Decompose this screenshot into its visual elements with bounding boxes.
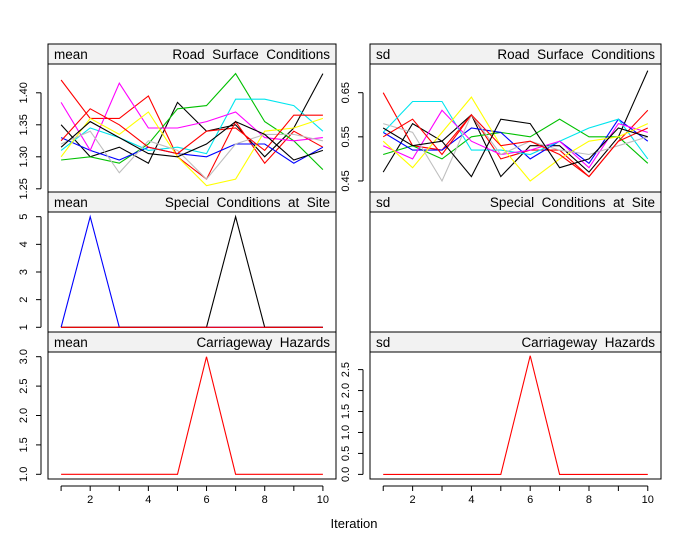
y-tick-label: 0.0: [340, 467, 352, 482]
y-tick-label: 1.35: [18, 114, 30, 135]
y-tick-label: 2: [18, 297, 30, 303]
series-line-7: [60, 111, 324, 187]
series-line-9: [60, 108, 323, 155]
strip-variable-label: Special Conditions at Site: [165, 195, 330, 210]
x-axis-title: Iteration: [331, 516, 378, 531]
panel-mean-road: mean Road Surface Conditions 1.25 1.30 1.35 1…: [18, 43, 337, 200]
y-tick-label: 0.5: [340, 446, 352, 461]
x-tick-label: 8: [586, 494, 592, 506]
x-tick-label: 10: [317, 494, 329, 506]
x-tick-label: 6: [527, 494, 533, 506]
series-line-10: [382, 118, 648, 178]
panel-border: [47, 191, 337, 333]
panels-layer: mean Road Surface Conditions 1.25 1.30 1.35 1…: [18, 43, 662, 482]
strip-variable-label: Special Conditions at Site: [490, 195, 655, 210]
strip-stat-label: mean: [54, 335, 88, 350]
y-tick-label: 1.25: [18, 178, 30, 199]
panel-sd-special: sd Special Conditions at Site: [369, 191, 662, 333]
strip-variable-label: Carriageway Hazards: [521, 335, 655, 350]
panel-border: [47, 331, 337, 480]
y-tick-label: 2.5: [18, 378, 30, 393]
x-axis-col-2: 2 4 6 8 10: [382, 485, 654, 506]
series-line-8: [60, 130, 324, 181]
strip-stat-label: sd: [376, 335, 390, 350]
x-tick-label: 4: [145, 494, 151, 506]
panel-border: [369, 191, 662, 333]
panel-strip: [370, 332, 661, 352]
x-tick-label: 2: [87, 494, 93, 506]
series-line-7: [382, 96, 649, 182]
panel-strip: [48, 192, 336, 212]
y-tick-label: 1.5: [18, 437, 30, 452]
y-tick-label: 4: [18, 241, 30, 247]
y-tick-label: 3.0: [18, 349, 30, 364]
series-line-2: [61, 214, 323, 328]
panel-strip: [48, 44, 336, 64]
series-line-1: [382, 70, 649, 178]
y-tick-label: 2.0: [18, 408, 30, 423]
strip-stat-label: sd: [376, 195, 390, 210]
series-line-3: [383, 118, 649, 164]
y-tick-label: 0.65: [340, 82, 352, 103]
strip-variable-label: Carriageway Hazards: [196, 335, 330, 350]
y-tick-label: 1.5: [340, 404, 352, 419]
y-tick-label: 1.0: [340, 425, 352, 440]
y-tick-label: 1.40: [18, 82, 30, 103]
series-line-1: [60, 214, 323, 328]
series-line-8: [383, 113, 648, 183]
series-line-10: [60, 120, 324, 161]
y-tick-label: 0.45: [340, 170, 352, 191]
series-line-6: [382, 109, 648, 169]
y-tick-label: 1.0: [18, 467, 30, 482]
x-axis-layer: 2 4 6 8 10 2 4 6 8 10: [60, 485, 654, 506]
y-tick-label: 1: [18, 324, 30, 330]
panel-border: [369, 43, 662, 193]
panel-strip: [370, 44, 661, 64]
strip-variable-label: Road Surface Conditions: [172, 47, 330, 62]
panel-sd-road: sd Road Surface Conditions 0.45 0.55 0.65: [340, 43, 662, 193]
strip-stat-label: sd: [376, 47, 390, 62]
x-tick-label: 6: [203, 494, 209, 506]
y-tick-label: 5: [18, 214, 30, 220]
y-tick-label: 3: [18, 269, 30, 275]
y-tick-label: 2.0: [340, 383, 352, 398]
panel-strip: [370, 192, 661, 212]
panel-border: [369, 331, 662, 480]
y-tick-label: 1.30: [18, 146, 30, 167]
series-line-9: [382, 113, 649, 178]
panel-strip: [48, 332, 336, 352]
x-axis-col-1: 2 4 6 8 10: [60, 485, 329, 506]
panel-mean-special: mean Special Conditions at Site 1 2 3 4 5: [18, 191, 337, 333]
strip-stat-label: mean: [54, 47, 88, 62]
panel-sd-carriageway: sd Carriageway Hazards 0.0 0.5 1.0 1.5 2.0 2.5: [340, 331, 662, 482]
panel-mean-carriageway: mean Carriageway Hazards 1.0 1.5 2.0 2.5 3.0: [18, 331, 337, 482]
y-tick-label: 2.5: [340, 362, 352, 377]
strip-stat-label: mean: [54, 195, 88, 210]
series-line-4: [60, 137, 324, 164]
y-tick-label: 0.55: [340, 126, 352, 147]
x-tick-label: 8: [262, 494, 268, 506]
strip-variable-label: Road Surface Conditions: [497, 47, 655, 62]
series-line-3: [61, 72, 324, 170]
x-tick-label: 10: [642, 494, 654, 506]
x-tick-label: 2: [410, 494, 416, 506]
series-line-1: [61, 356, 323, 475]
x-tick-label: 4: [468, 494, 474, 506]
series-line-1: [383, 355, 648, 475]
